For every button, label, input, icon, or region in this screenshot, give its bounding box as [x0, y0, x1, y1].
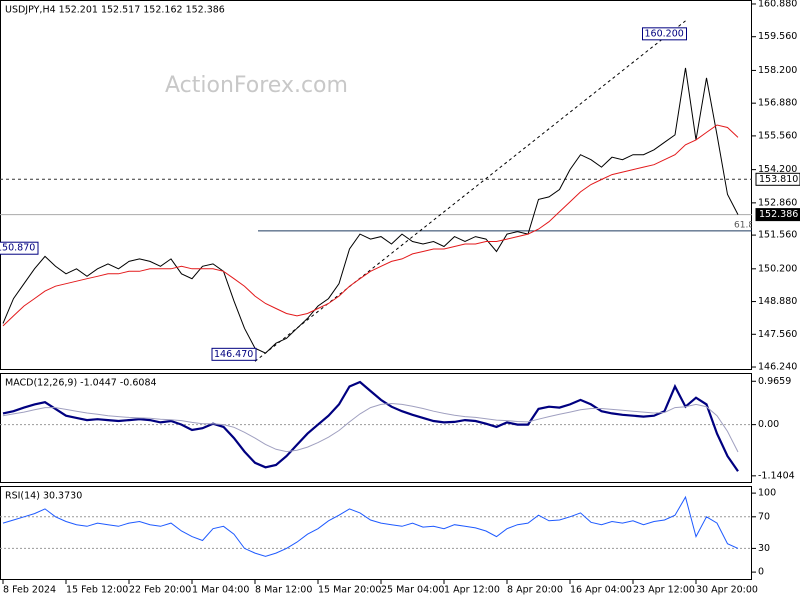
plot-area: ActionForex.com 61.8 146.470 160.200 150.870: [0, 20, 754, 362]
panel-frame: [0, 486, 752, 580]
series-line: [2, 402, 739, 453]
x-tick-label: 23 Apr 12:00: [633, 585, 695, 596]
panel-title: MACD(12,26,9) -1.0447 -0.6084: [5, 378, 157, 389]
series-line: [2, 380, 739, 472]
y-tick-label: 155.560: [758, 130, 797, 141]
y-tick-label: 151.560: [758, 230, 797, 241]
y-tick-label: 148.880: [758, 296, 797, 307]
y-tick-label: 0: [758, 567, 764, 578]
y-tick-label: 156.880: [758, 98, 797, 109]
watermark: ActionForex.com: [165, 73, 348, 98]
x-tick-label: 15 Mar 20:00: [318, 585, 381, 596]
x-tick-label: 16 Apr 04:00: [570, 585, 632, 596]
y-tick-label: 30: [758, 543, 770, 554]
y-tick-label: 70: [758, 511, 770, 522]
point-label: 146.470: [214, 349, 253, 360]
x-tick-label: 25 Mar 04:00: [381, 585, 444, 596]
x-tick-label: 30 Apr 20:00: [696, 585, 758, 596]
point-label: 150.870: [0, 243, 35, 254]
level-tag: [755, 172, 800, 186]
point-label: 160.200: [645, 28, 684, 39]
plot-area: [0, 495, 752, 557]
x-tick-label: 1 Mar 04:00: [192, 585, 249, 596]
panel-frame: [0, 0, 752, 370]
x-tick-label: 15 Feb 12:00: [66, 585, 128, 596]
y-tick-label: 147.560: [758, 329, 797, 340]
x-tick-label: 1 Apr 12:00: [444, 585, 500, 596]
y-tick-label: 0.9659: [758, 376, 791, 387]
point-box: [0, 241, 39, 255]
level-label: 153.810: [759, 174, 798, 185]
level-label: 152.386: [759, 209, 798, 220]
plot-area: [0, 380, 752, 472]
series-line: [2, 124, 739, 327]
y-tick-label: 158.200: [758, 65, 797, 76]
y-tick-label: 159.560: [758, 31, 797, 42]
panel-frame: [0, 373, 752, 483]
y-tick-label: 146.240: [758, 362, 797, 373]
y-tick-label: 0.00: [758, 419, 779, 430]
y-tick-label: 100: [758, 488, 776, 499]
y-tick-label: 154.200: [758, 164, 797, 175]
fib-label: 61.8: [734, 220, 754, 230]
y-tick-label: 160.880: [758, 0, 797, 9]
series-line: [2, 495, 739, 557]
panel-title: USDJPY,H4 152.201 152.517 152.162 152.38…: [5, 5, 225, 16]
level-tag: [755, 208, 800, 222]
series-line: [2, 67, 739, 354]
x-tick-label: 22 Feb 20:00: [129, 585, 191, 596]
x-tick-label: 8 Apr 20:00: [507, 585, 563, 596]
y-tick-label: 150.200: [758, 263, 797, 274]
x-tick-label: 8 Feb 2024: [3, 585, 56, 596]
point-box: [211, 347, 257, 361]
x-tick-label: 8 Mar 12:00: [255, 585, 312, 596]
panel-title: RSI(14) 30.3730: [5, 491, 82, 502]
point-box: [642, 27, 687, 41]
y-tick-label: -1.1404: [758, 470, 795, 481]
y-tick-label: 152.860: [758, 197, 797, 208]
